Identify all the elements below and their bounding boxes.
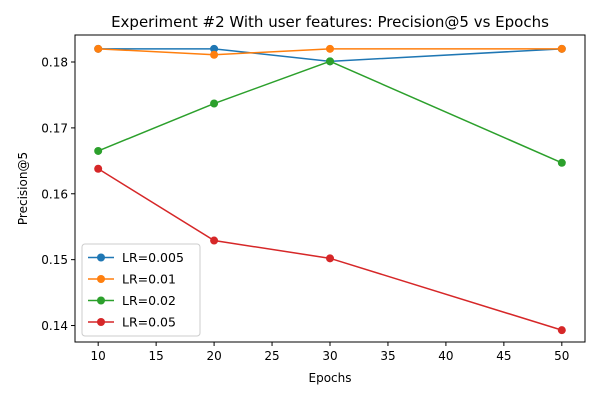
x-tick-label: 45 <box>496 349 511 363</box>
y-tick-label: 0.17 <box>41 121 68 135</box>
x-tick-label: 50 <box>554 349 569 363</box>
data-point <box>210 99 219 108</box>
y-tick-label: 0.14 <box>41 319 68 333</box>
x-tick-label: 35 <box>380 349 395 363</box>
series-2 <box>94 44 566 59</box>
data-point <box>557 158 566 167</box>
x-tick-label: 10 <box>91 349 106 363</box>
data-point <box>94 164 103 173</box>
data-point <box>326 57 334 66</box>
x-tick-label: 25 <box>264 349 279 363</box>
legend-marker <box>97 275 105 283</box>
series-line <box>97 60 563 164</box>
x-tick-label: 40 <box>438 349 453 363</box>
data-point <box>210 44 219 53</box>
legend-item: LR=0.02 <box>88 293 176 308</box>
x-tick-label: 30 <box>322 349 337 363</box>
data-point <box>326 44 334 53</box>
legend-item: LR=0.005 <box>88 250 184 265</box>
legend-label: LR=0.01 <box>122 272 176 287</box>
legend-item: LR=0.05 <box>88 315 176 330</box>
legend-marker <box>97 296 105 305</box>
series-line <box>98 48 562 56</box>
legend-label: LR=0.02 <box>122 293 176 308</box>
series-line <box>98 48 562 63</box>
y-axis: 0.14 0.15 0.16 0.17 0.18 <box>41 56 75 333</box>
data-point <box>94 146 103 155</box>
y-tick-label: 0.18 <box>41 56 68 70</box>
legend-marker <box>97 253 105 262</box>
data-point <box>557 44 566 53</box>
data-point <box>557 326 566 335</box>
data-point <box>94 44 103 53</box>
y-axis-label: Precision@5 <box>16 152 30 225</box>
legend-item: LR=0.01 <box>88 272 176 287</box>
y-tick-label: 0.16 <box>41 187 68 201</box>
data-point <box>210 50 219 59</box>
data-point <box>210 236 219 245</box>
data-point <box>326 254 334 263</box>
series-3 <box>94 57 566 167</box>
series-4 <box>94 164 566 335</box>
y-tick-label: 0.15 <box>41 253 68 267</box>
chart-title: Experiment #2 With user features: Precis… <box>111 13 549 31</box>
series-layer <box>94 44 566 335</box>
x-tick-label: 20 <box>206 349 221 363</box>
legend-label: LR=0.05 <box>122 315 176 330</box>
x-tick-label: 15 <box>148 349 163 363</box>
legend: LR=0.005 LR=0.01 LR=0.02 LR=0.05 <box>81 243 201 337</box>
x-axis: 10 15 20 25 30 35 40 45 50 <box>91 342 569 363</box>
legend-box <box>81 243 201 337</box>
legend-marker <box>97 318 105 326</box>
series-line <box>97 168 563 331</box>
legend-label: LR=0.005 <box>122 250 184 265</box>
x-axis-label: Epochs <box>309 371 352 385</box>
